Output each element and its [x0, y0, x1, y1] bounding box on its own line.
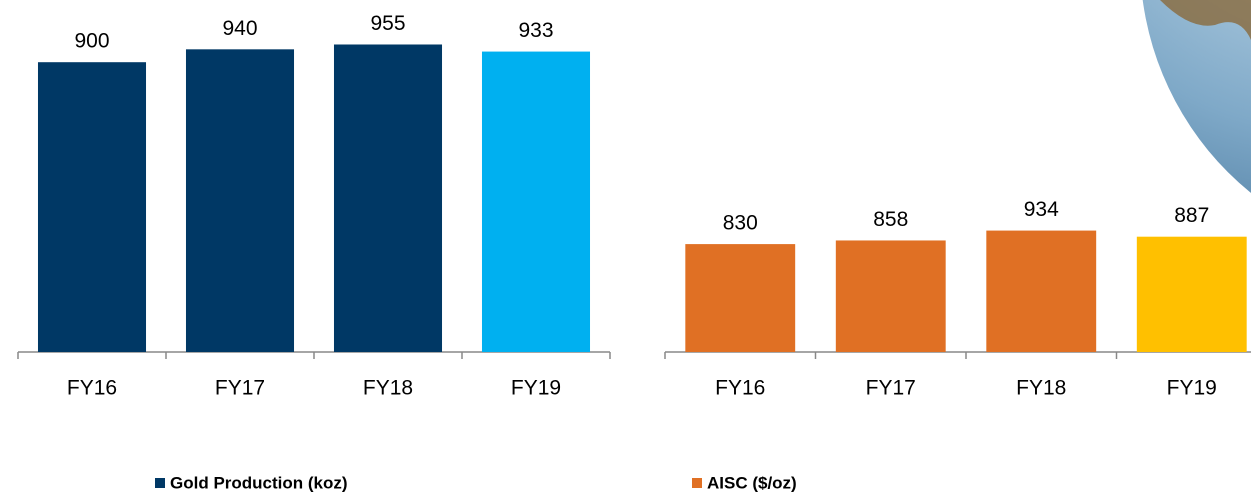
legend-swatch	[692, 478, 702, 488]
x-tick-label: FY19	[1167, 377, 1217, 400]
value-label: 830	[723, 212, 758, 235]
x-tick-label: FY17	[866, 377, 916, 400]
bar	[986, 230, 1097, 352]
legend-swatch	[155, 478, 165, 488]
bar	[1136, 236, 1247, 352]
bar	[185, 49, 295, 352]
globe-decoration	[1142, 0, 1251, 193]
x-tick-label: FY18	[363, 377, 413, 400]
bar	[835, 240, 946, 352]
legend-label: Gold Production (koz)	[170, 473, 348, 492]
x-tick-label: FY16	[715, 377, 765, 400]
bar	[333, 44, 443, 353]
x-tick-label: FY18	[1016, 377, 1066, 400]
x-tick-label: FY19	[511, 377, 561, 400]
value-label: 934	[1024, 198, 1059, 221]
x-tick-label: FY17	[215, 377, 265, 400]
bar	[481, 51, 591, 352]
value-label: 900	[74, 30, 109, 53]
value-label: 887	[1174, 204, 1209, 227]
x-tick-label: FY16	[67, 377, 117, 400]
value-label: 940	[222, 17, 257, 40]
legend-label: AISC ($/oz)	[707, 473, 797, 492]
bar	[685, 244, 796, 352]
value-label: 858	[873, 208, 908, 231]
bar	[37, 62, 147, 352]
value-label: 955	[370, 12, 405, 35]
value-label: 933	[518, 19, 553, 42]
